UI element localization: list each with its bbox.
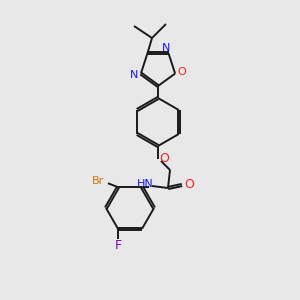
- Text: O: O: [184, 178, 194, 191]
- Text: N: N: [161, 44, 170, 53]
- Text: Br: Br: [92, 176, 104, 186]
- Text: N: N: [130, 70, 138, 80]
- Text: HN: HN: [136, 179, 153, 189]
- Text: O: O: [178, 67, 187, 76]
- Text: O: O: [159, 152, 169, 166]
- Text: F: F: [114, 239, 122, 252]
